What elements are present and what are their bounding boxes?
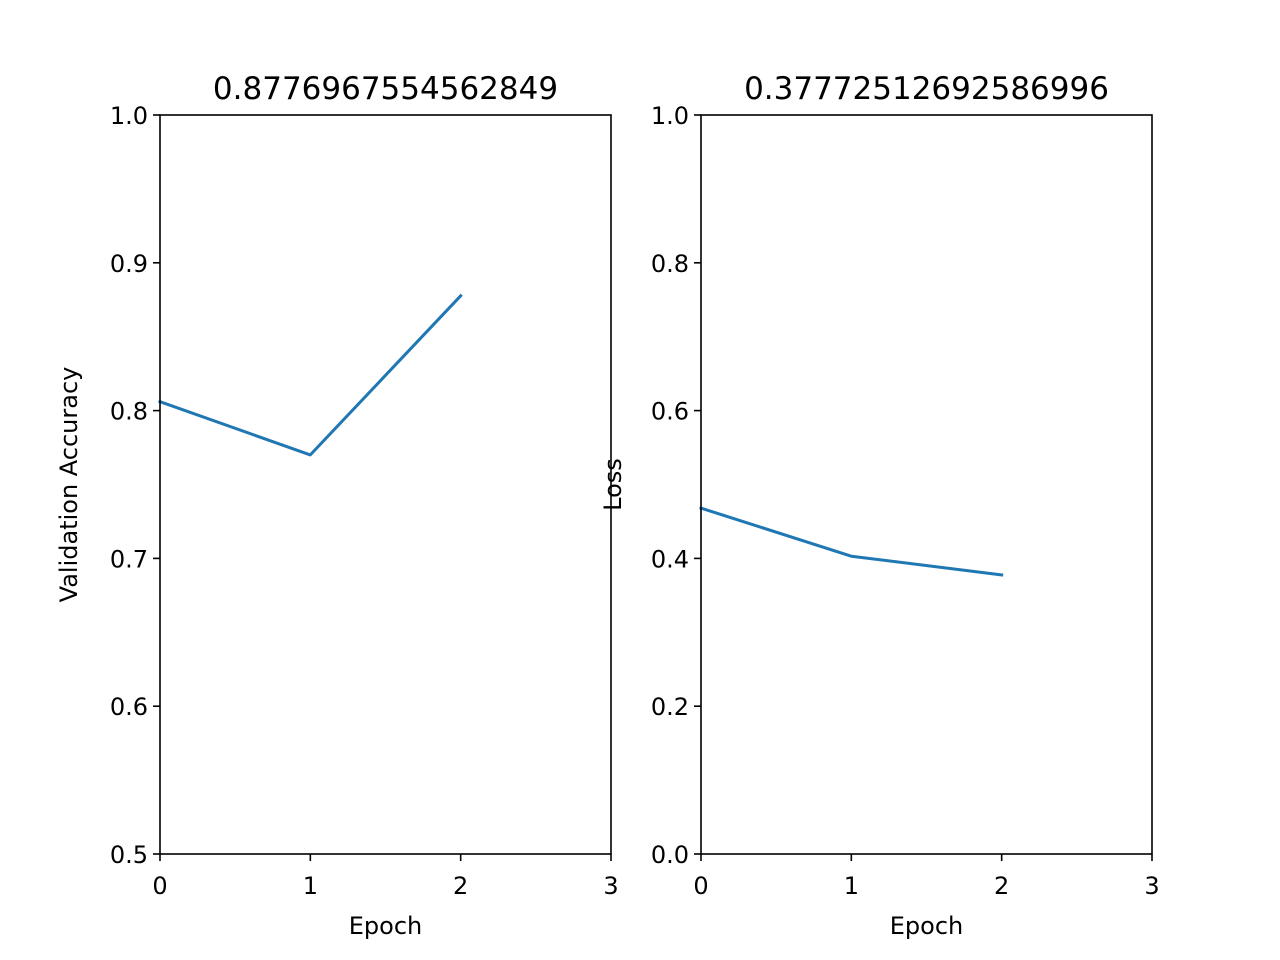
loss-y-tick-label: 0.8 xyxy=(651,250,689,278)
accuracy-x-tick-label: 3 xyxy=(603,872,618,900)
loss-y-tick-label: 0.6 xyxy=(651,398,689,426)
accuracy-y-tick-label: 0.6 xyxy=(110,693,148,721)
accuracy-y-tick-label: 0.9 xyxy=(110,250,148,278)
accuracy-x-axis-label: Epoch xyxy=(349,912,423,940)
loss-subplot: 0 1 2 3 0.0 0.2 0.4 0.6 0.8 1.0 0.3777251269258699… xyxy=(599,71,1160,940)
accuracy-y-axis-label: Validation Accuracy xyxy=(55,367,83,603)
accuracy-x-tick-label: 1 xyxy=(303,872,318,900)
accuracy-subplot: 0 1 2 3 0.5 0.6 0.7 0.8 0.9 1.0 0.8776967554562849… xyxy=(55,71,619,940)
loss-x-tick-label: 2 xyxy=(994,872,1009,900)
accuracy-series-line xyxy=(158,293,463,457)
accuracy-y-tick-label: 0.5 xyxy=(110,841,148,869)
loss-title: 0.37772512692586996 xyxy=(744,71,1109,107)
loss-x-tick-label: 1 xyxy=(844,872,859,900)
loss-y-tick-label: 0.2 xyxy=(651,693,689,721)
loss-x-axis-label: Epoch xyxy=(890,912,964,940)
loss-y-tick-label: 0.4 xyxy=(651,545,689,573)
loss-y-tick-label: 1.0 xyxy=(651,102,689,130)
accuracy-x-tick-label: 2 xyxy=(453,872,468,900)
loss-axes-frame xyxy=(700,114,1153,855)
loss-x-tick-label: 3 xyxy=(1144,872,1159,900)
accuracy-y-tick-label: 1.0 xyxy=(110,102,148,130)
loss-x-tick-label: 0 xyxy=(693,872,708,900)
accuracy-x-tick-label: 0 xyxy=(152,872,167,900)
loss-series-line xyxy=(699,506,1004,577)
loss-y-tick-label: 0.0 xyxy=(651,841,689,869)
accuracy-y-tick-label: 0.7 xyxy=(110,545,148,573)
accuracy-title: 0.8776967554562849 xyxy=(213,71,558,107)
accuracy-axes-frame xyxy=(159,114,612,855)
loss-y-axis-label: Loss xyxy=(599,458,627,511)
accuracy-y-tick-label: 0.8 xyxy=(110,398,148,426)
